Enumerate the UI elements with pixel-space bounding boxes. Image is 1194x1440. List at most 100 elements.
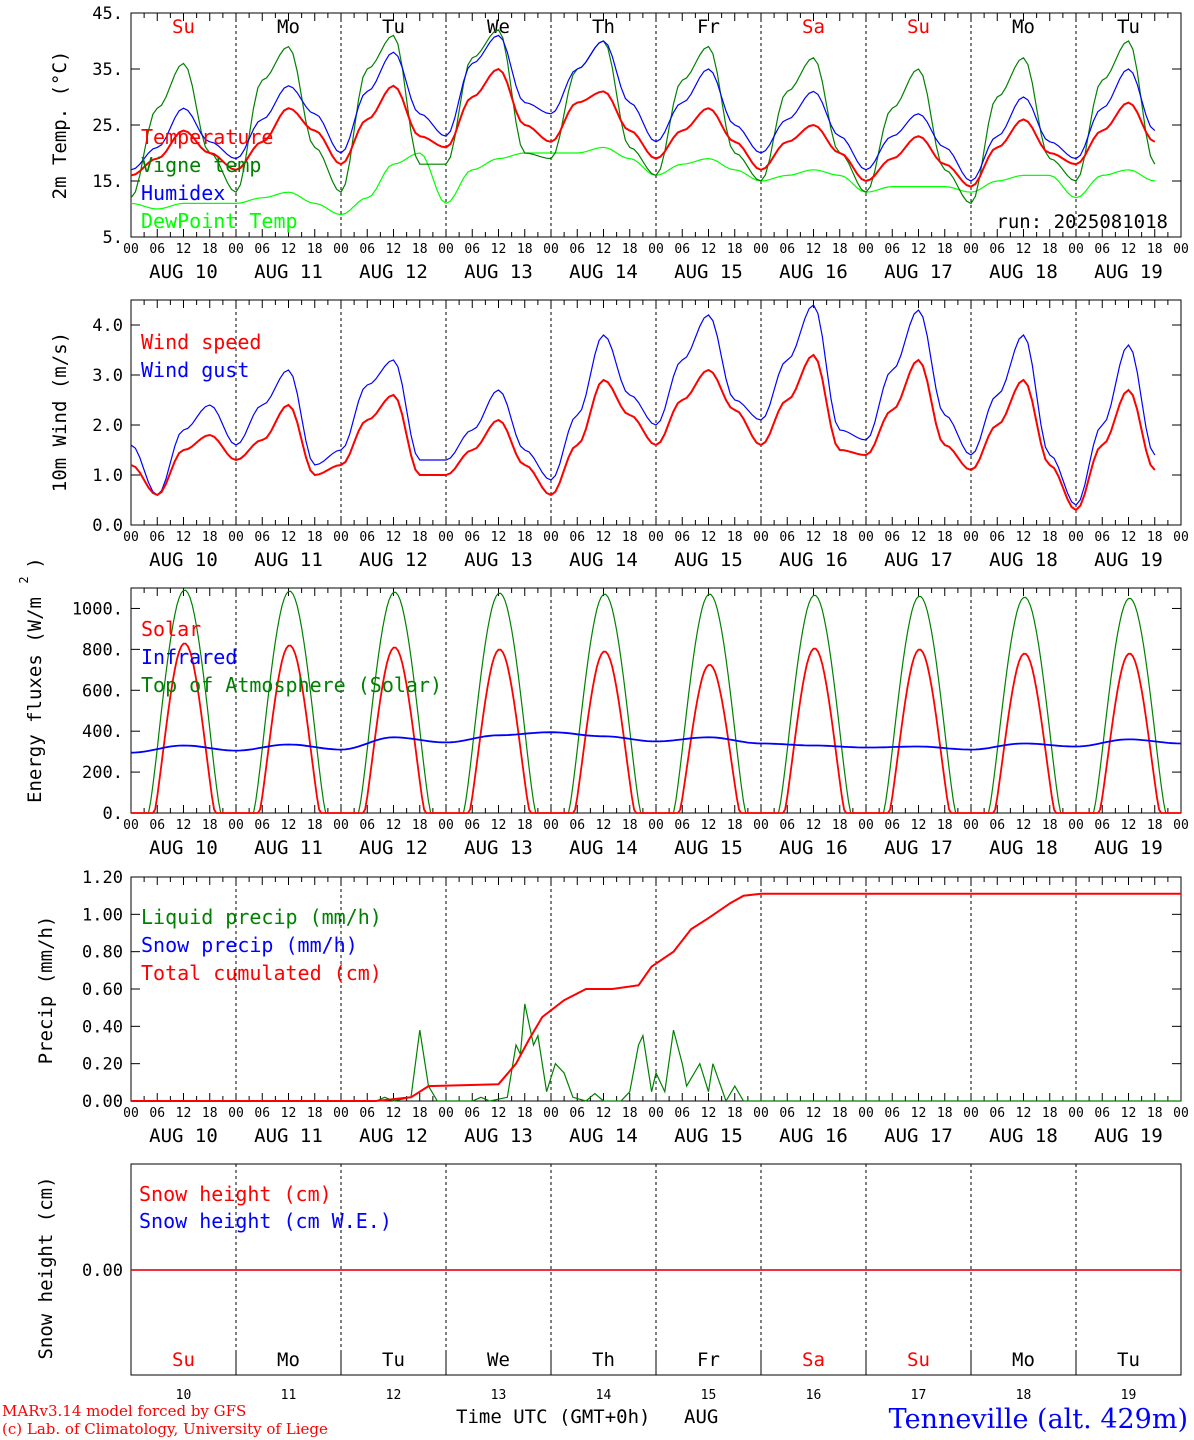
y-tick-label: 0.60 — [82, 980, 123, 1000]
hour-tick-label: 18 — [727, 530, 743, 545]
date-label: AUG 10 — [149, 837, 218, 859]
hour-tick-label: 12 — [701, 818, 717, 833]
y-tick-label: 0.0 — [92, 516, 123, 536]
date-label: AUG 17 — [884, 837, 953, 859]
date-label: AUG 19 — [1094, 261, 1163, 283]
hour-tick-label: 06 — [989, 1106, 1005, 1121]
hour-tick-label: 18 — [202, 242, 218, 257]
hour-tick-label: 18 — [937, 530, 953, 545]
hour-tick-label: 12 — [176, 1106, 192, 1121]
series-line — [130, 34, 1156, 182]
hour-tick-label: 00 — [648, 1106, 664, 1121]
hour-tick-label: 00 — [753, 242, 769, 257]
hour-tick-label: 00 — [228, 530, 244, 545]
hour-tick-label: 00 — [858, 242, 874, 257]
date-label: AUG 11 — [254, 837, 323, 859]
legend-entry: Temperature — [141, 125, 273, 149]
hour-tick-label: 00 — [228, 1106, 244, 1121]
weekday-label: We — [487, 1349, 510, 1371]
hour-tick-label: 06 — [884, 530, 900, 545]
date-label: AUG 13 — [464, 261, 533, 283]
hour-tick-label: 06 — [779, 818, 795, 833]
day-number-label: 14 — [596, 1388, 612, 1403]
weekday-label: Sa — [802, 1349, 825, 1371]
hour-tick-label: 18 — [1147, 242, 1163, 257]
hour-tick-label: 12 — [176, 530, 192, 545]
hour-tick-label: 18 — [517, 242, 533, 257]
hour-tick-label: 18 — [1042, 530, 1058, 545]
hour-tick-label: 00 — [438, 1106, 454, 1121]
hour-tick-label: 06 — [359, 1106, 375, 1121]
hour-tick-label: 12 — [596, 818, 612, 833]
station-location: Tenneville (alt. 429m) — [889, 1404, 1188, 1435]
panel-2-frame — [130, 299, 1182, 526]
hour-tick-label: 00 — [1068, 530, 1084, 545]
hour-tick-label: 12 — [1016, 242, 1032, 257]
hour-tick-label: 00 — [438, 242, 454, 257]
hour-tick-label: 06 — [464, 530, 480, 545]
y-tick-label: 1000. — [72, 599, 123, 619]
hour-tick-label: 06 — [779, 530, 795, 545]
hour-tick-label: 00 — [438, 530, 454, 545]
hour-tick-label: 06 — [569, 242, 585, 257]
date-label: AUG 16 — [779, 261, 848, 283]
weekday-label: Th — [592, 1349, 615, 1371]
date-label: AUG 13 — [464, 1125, 533, 1147]
date-label: AUG 16 — [779, 837, 848, 859]
hour-tick-label: 06 — [464, 242, 480, 257]
legend-entry: Snow height (cm W.E.) — [139, 1209, 392, 1233]
date-label: AUG 10 — [149, 1125, 218, 1147]
weekday-label: Mo — [1012, 1349, 1035, 1371]
date-label: AUG 14 — [569, 837, 638, 859]
hour-tick-label: 12 — [1121, 818, 1137, 833]
hour-tick-label: 12 — [911, 818, 927, 833]
hour-tick-label: 12 — [596, 530, 612, 545]
date-label: AUG 14 — [569, 549, 638, 571]
hour-tick-label: 18 — [412, 530, 428, 545]
hour-tick-label: 18 — [832, 242, 848, 257]
hour-tick-label: 18 — [622, 1106, 638, 1121]
legend-entry: DewPoint Temp — [141, 209, 298, 233]
hour-tick-label: 12 — [176, 818, 192, 833]
date-label: AUG 12 — [359, 549, 428, 571]
legend-entry: Total cumulated (cm) — [141, 961, 382, 985]
hour-tick-label: 12 — [1121, 242, 1137, 257]
day-number-label: 17 — [911, 1388, 927, 1403]
y-tick-label: 1.00 — [82, 905, 123, 925]
time-axis-month: AUG — [684, 1406, 718, 1428]
hour-tick-label: 12 — [1121, 1106, 1137, 1121]
hour-tick-label: 06 — [359, 818, 375, 833]
hour-tick-label: 06 — [1094, 1106, 1110, 1121]
hour-tick-label: 06 — [989, 242, 1005, 257]
hour-tick-label: 00 — [1173, 1106, 1189, 1121]
hour-tick-label: 18 — [517, 818, 533, 833]
hour-tick-label: 18 — [937, 1106, 953, 1121]
series-line — [130, 304, 1156, 506]
hour-tick-label: 06 — [254, 242, 270, 257]
hour-tick-label: 00 — [858, 530, 874, 545]
date-label: AUG 18 — [989, 1125, 1058, 1147]
day-number-label: 15 — [701, 1388, 717, 1403]
hour-tick-label: 06 — [569, 1106, 585, 1121]
y-tick-label: 0. — [103, 804, 123, 824]
legend-entry: Humidex — [141, 181, 225, 205]
weekday-label: Tu — [1117, 16, 1140, 38]
day-number-label: 12 — [386, 1388, 402, 1403]
series-line — [130, 146, 1155, 216]
hour-tick-label: 00 — [1068, 1106, 1084, 1121]
series-line — [130, 67, 1156, 188]
weekday-label: Tu — [382, 1349, 405, 1371]
hour-tick-label: 06 — [674, 242, 690, 257]
hour-tick-label: 12 — [491, 530, 507, 545]
date-label: AUG 11 — [254, 261, 323, 283]
hour-tick-label: 00 — [648, 242, 664, 257]
day-number-label: 16 — [806, 1388, 822, 1403]
legend-entry: Wind gust — [141, 358, 249, 382]
hour-tick-label: 00 — [1068, 242, 1084, 257]
hour-tick-label: 12 — [386, 242, 402, 257]
hour-tick-label: 06 — [674, 530, 690, 545]
hour-tick-label: 18 — [307, 818, 323, 833]
hour-tick-label: 00 — [1173, 530, 1189, 545]
credit-line-2: (c) Lab. of Climatology, University of L… — [2, 1420, 328, 1438]
